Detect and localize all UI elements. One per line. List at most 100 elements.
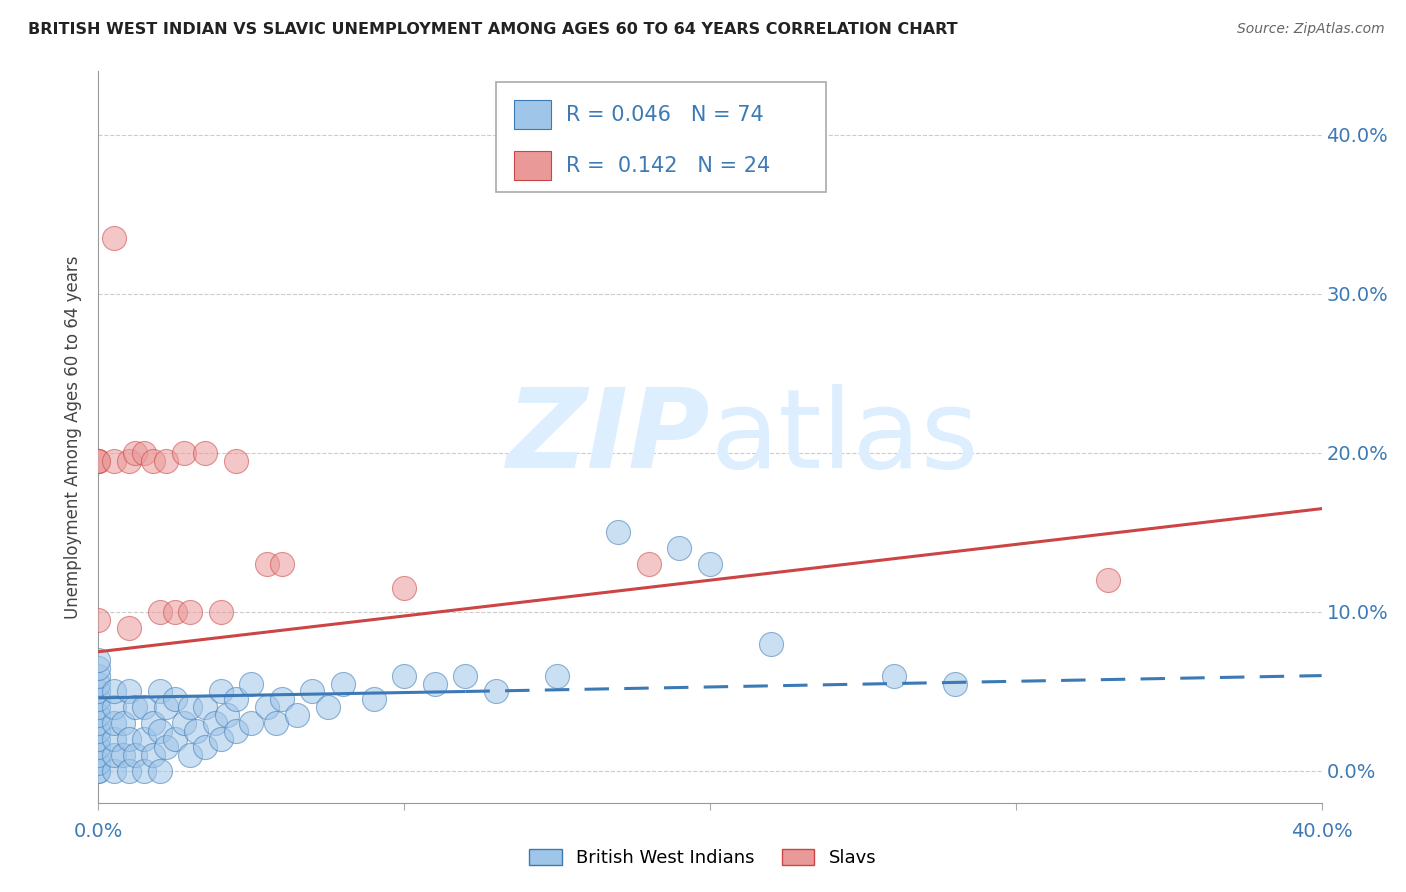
Point <box>423 676 446 690</box>
Point <box>256 558 278 572</box>
Point <box>134 764 156 778</box>
Point <box>163 605 186 619</box>
Text: ZIP: ZIP <box>506 384 710 491</box>
Point <box>155 700 177 714</box>
Text: BRITISH WEST INDIAN VS SLAVIC UNEMPLOYMENT AMONG AGES 60 TO 64 YEARS CORRELATION: BRITISH WEST INDIAN VS SLAVIC UNEMPLOYME… <box>28 22 957 37</box>
Point <box>225 692 247 706</box>
Point <box>179 748 201 763</box>
Point <box>637 558 661 572</box>
Point <box>111 716 134 731</box>
Point <box>204 716 226 731</box>
Point <box>124 748 146 763</box>
Point <box>759 637 782 651</box>
FancyBboxPatch shape <box>496 82 827 192</box>
Point <box>209 732 232 747</box>
Point <box>149 764 172 778</box>
Point <box>699 558 721 572</box>
Point <box>87 764 110 778</box>
Point <box>87 454 110 468</box>
Point <box>173 446 195 460</box>
Point <box>256 700 278 714</box>
Point <box>270 692 292 706</box>
Point <box>215 708 238 723</box>
Point <box>240 716 263 731</box>
Point <box>301 684 323 698</box>
Legend: British West Indians, Slavs: British West Indians, Slavs <box>522 841 884 874</box>
Point <box>1097 573 1119 587</box>
Point <box>155 454 177 468</box>
Point <box>149 605 172 619</box>
Point <box>546 668 568 682</box>
Point <box>240 676 263 690</box>
Point <box>485 684 508 698</box>
Point <box>163 692 186 706</box>
Point <box>142 748 165 763</box>
Bar <box>515 100 551 129</box>
Point <box>134 700 156 714</box>
Point <box>87 684 110 698</box>
Point <box>87 613 110 627</box>
Point <box>124 700 146 714</box>
Text: 40.0%: 40.0% <box>1291 822 1353 841</box>
Point <box>124 446 146 460</box>
Point <box>87 676 110 690</box>
Point <box>264 716 287 731</box>
Point <box>134 732 156 747</box>
Y-axis label: Unemployment Among Ages 60 to 64 years: Unemployment Among Ages 60 to 64 years <box>65 255 83 619</box>
Point <box>87 660 110 674</box>
Point <box>149 684 172 698</box>
Point <box>87 756 110 770</box>
Point <box>103 454 125 468</box>
Point <box>943 676 966 690</box>
Point <box>225 724 247 739</box>
Point <box>173 716 195 731</box>
Point <box>118 454 141 468</box>
Text: Source: ZipAtlas.com: Source: ZipAtlas.com <box>1237 22 1385 37</box>
Point <box>454 668 477 682</box>
Point <box>186 724 208 739</box>
Point <box>103 684 125 698</box>
Point <box>142 454 165 468</box>
Point <box>270 558 292 572</box>
Text: atlas: atlas <box>710 384 979 491</box>
Point <box>607 525 630 540</box>
Point <box>103 748 125 763</box>
Point <box>163 732 186 747</box>
Point <box>87 454 110 468</box>
Point <box>103 231 125 245</box>
Point <box>87 692 110 706</box>
Point <box>668 541 690 556</box>
Point <box>179 605 201 619</box>
Point <box>87 748 110 763</box>
Point <box>118 684 141 698</box>
Point <box>316 700 339 714</box>
Text: R = 0.046   N = 74: R = 0.046 N = 74 <box>565 104 763 125</box>
Point <box>87 724 110 739</box>
Point <box>155 740 177 755</box>
Point <box>87 668 110 682</box>
Text: R =  0.142   N = 24: R = 0.142 N = 24 <box>565 156 770 176</box>
Point <box>194 446 217 460</box>
Point <box>179 700 201 714</box>
Point <box>209 605 232 619</box>
Point <box>87 454 110 468</box>
Point <box>118 764 141 778</box>
Point <box>103 716 125 731</box>
Point <box>87 700 110 714</box>
Point <box>87 740 110 755</box>
Point <box>103 732 125 747</box>
Point <box>392 668 416 682</box>
Point <box>332 676 354 690</box>
Point <box>134 446 156 460</box>
Point <box>392 581 416 595</box>
Bar <box>515 152 551 180</box>
Point <box>87 716 110 731</box>
Point <box>87 732 110 747</box>
Point <box>194 700 217 714</box>
Point <box>103 764 125 778</box>
Point <box>118 621 141 635</box>
Point <box>87 653 110 667</box>
Point <box>194 740 217 755</box>
Point <box>87 708 110 723</box>
Text: 0.0%: 0.0% <box>73 822 124 841</box>
